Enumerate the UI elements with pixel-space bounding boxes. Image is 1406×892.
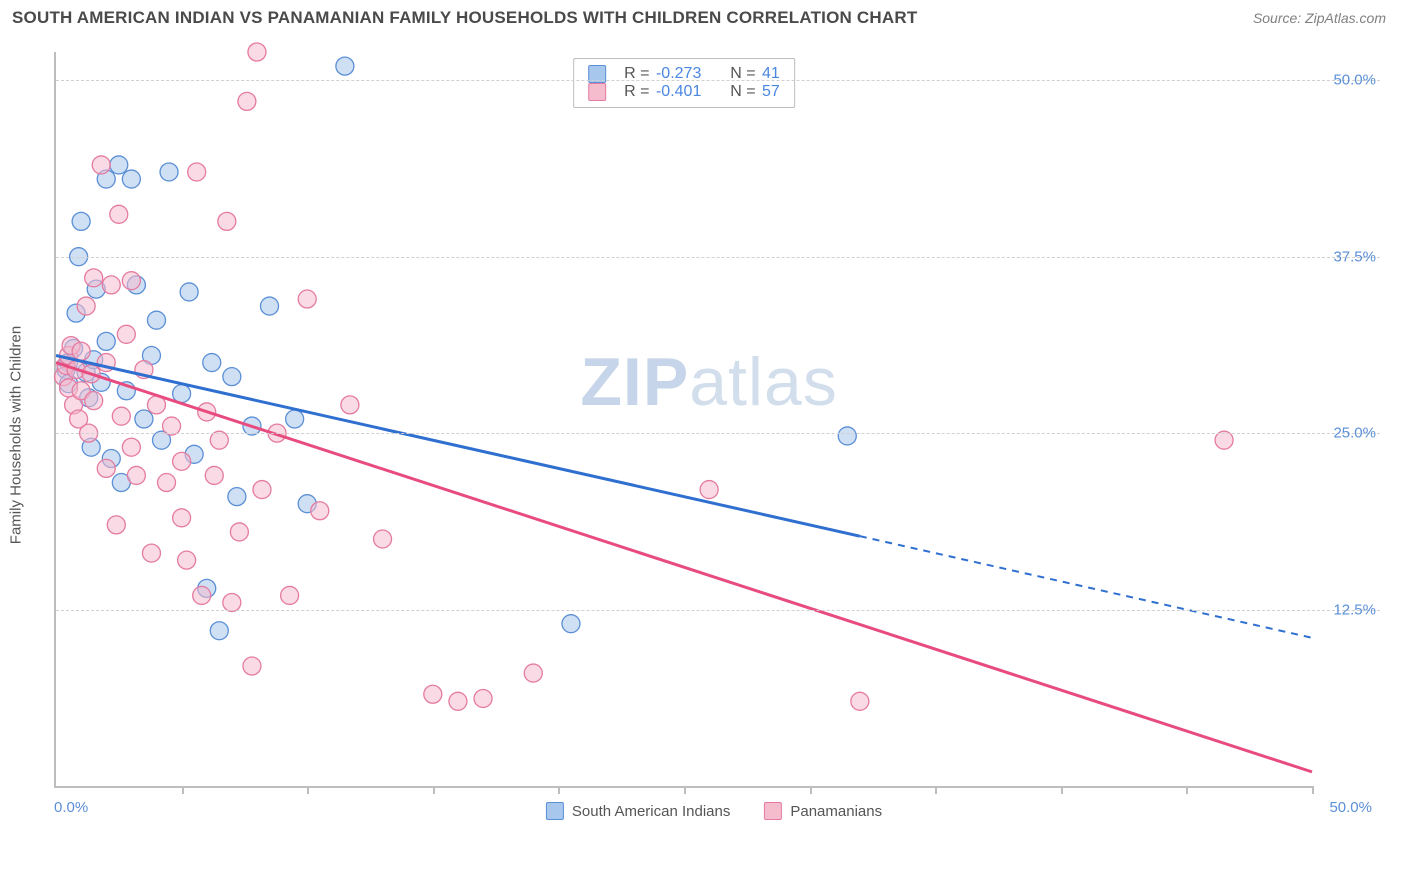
legend-row: R = -0.401 N = 57	[588, 83, 780, 101]
legend-swatch	[588, 83, 606, 101]
data-point	[286, 410, 304, 428]
data-point	[562, 615, 580, 633]
legend-swatch	[546, 802, 564, 820]
legend-label: South American Indians	[572, 803, 730, 820]
data-point	[851, 692, 869, 710]
data-point	[193, 586, 211, 604]
x-tick	[1186, 786, 1188, 794]
x-tick	[684, 786, 686, 794]
data-point	[238, 92, 256, 110]
series-legend: South American Indians Panamanians	[546, 802, 882, 820]
data-point	[92, 156, 110, 174]
data-point	[218, 212, 236, 230]
x-max-label: 50.0%	[1329, 799, 1372, 816]
data-point	[135, 410, 153, 428]
data-point	[838, 427, 856, 445]
data-point	[298, 290, 316, 308]
x-tick	[558, 786, 560, 794]
y-axis-label: Family Households with Children	[8, 326, 25, 544]
scatter-svg	[56, 52, 1312, 786]
data-point	[110, 205, 128, 223]
data-point	[341, 396, 359, 414]
x-tick	[810, 786, 812, 794]
legend-item: Panamanians	[764, 802, 882, 820]
gridline	[56, 610, 1380, 611]
regression-line-dashed	[860, 536, 1312, 638]
data-point	[311, 502, 329, 520]
data-point	[261, 297, 279, 315]
legend-swatch	[764, 802, 782, 820]
y-tick-label: 25.0%	[1333, 425, 1376, 442]
data-point	[77, 297, 95, 315]
x-tick	[1312, 786, 1314, 794]
data-point	[474, 689, 492, 707]
data-point	[112, 407, 130, 425]
data-point	[173, 452, 191, 470]
data-point	[85, 269, 103, 287]
regression-line	[56, 355, 860, 536]
y-tick-label: 12.5%	[1333, 601, 1376, 618]
data-point	[158, 474, 176, 492]
data-point	[203, 354, 221, 372]
x-tick	[935, 786, 937, 794]
data-point	[122, 272, 140, 290]
data-point	[107, 516, 125, 534]
data-point	[336, 57, 354, 75]
gridline	[56, 80, 1380, 81]
data-point	[223, 368, 241, 386]
data-point	[205, 466, 223, 484]
correlation-legend: R = -0.273 N = 41R = -0.401 N = 57	[573, 58, 795, 108]
data-point	[253, 481, 271, 499]
data-point	[173, 509, 191, 527]
data-point	[122, 170, 140, 188]
gridline	[56, 433, 1380, 434]
data-point	[97, 332, 115, 350]
chart-container: Family Households with Children ZIPatlas…	[44, 40, 1384, 830]
data-point	[374, 530, 392, 548]
y-tick-label: 50.0%	[1333, 72, 1376, 89]
data-point	[243, 657, 261, 675]
data-point	[178, 551, 196, 569]
legend-item: South American Indians	[546, 802, 730, 820]
data-point	[210, 622, 228, 640]
data-point	[700, 481, 718, 499]
data-point	[424, 685, 442, 703]
data-point	[281, 586, 299, 604]
chart-title: SOUTH AMERICAN INDIAN VS PANAMANIAN FAMI…	[12, 8, 917, 28]
data-point	[180, 283, 198, 301]
data-point	[85, 392, 103, 410]
gridline	[56, 257, 1380, 258]
data-point	[147, 311, 165, 329]
source-attribution: Source: ZipAtlas.com	[1253, 10, 1386, 26]
data-point	[449, 692, 467, 710]
data-point	[102, 276, 120, 294]
plot-area: ZIPatlas R = -0.273 N = 41R = -0.401 N =…	[54, 52, 1312, 788]
y-tick-label: 37.5%	[1333, 248, 1376, 265]
data-point	[248, 43, 266, 61]
data-point	[160, 163, 178, 181]
data-point	[117, 325, 135, 343]
x-tick	[307, 786, 309, 794]
data-point	[122, 438, 140, 456]
data-point	[110, 156, 128, 174]
x-tick	[433, 786, 435, 794]
regression-line	[56, 363, 1312, 772]
data-point	[228, 488, 246, 506]
data-point	[188, 163, 206, 181]
legend-label: Panamanians	[790, 803, 882, 820]
data-point	[524, 664, 542, 682]
data-point	[230, 523, 248, 541]
x-origin-label: 0.0%	[54, 799, 88, 816]
data-point	[72, 342, 90, 360]
data-point	[97, 459, 115, 477]
data-point	[142, 544, 160, 562]
data-point	[127, 466, 145, 484]
n-label: N = 57	[730, 83, 780, 101]
x-tick	[182, 786, 184, 794]
x-tick	[1061, 786, 1063, 794]
data-point	[72, 212, 90, 230]
r-label: R = -0.401	[624, 83, 701, 101]
